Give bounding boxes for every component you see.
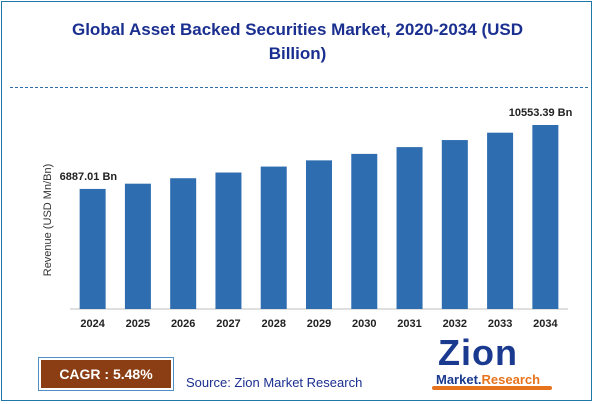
bar-2029 — [306, 160, 332, 309]
logo-word: Zion — [438, 332, 518, 373]
title-line-2: Billion) — [268, 44, 327, 63]
bar-2028 — [260, 166, 287, 309]
x-tick-label-2029: 2029 — [307, 318, 331, 330]
x-tick-label-2026: 2026 — [171, 318, 195, 330]
bar-2026 — [170, 178, 197, 309]
divider — [10, 87, 588, 88]
x-tick-label-2027: 2027 — [216, 318, 240, 330]
title-line-1: Global Asset Backed Securities Market, 2… — [71, 20, 524, 39]
x-tick-label-2034: 2034 — [533, 318, 558, 330]
chart-title: Global Asset Backed Securities Market, 2… — [0, 18, 595, 66]
x-tick-label-2025: 2025 — [126, 318, 150, 330]
bar-2033 — [487, 132, 514, 309]
bar-2032 — [441, 140, 468, 309]
x-tick-label-2024: 2024 — [80, 318, 105, 330]
x-tick-label-2033: 2033 — [488, 318, 512, 330]
data-label-2024: 6887.01 Bn — [60, 171, 118, 183]
bar-2025 — [124, 183, 151, 309]
x-tick-label-2032: 2032 — [443, 318, 467, 330]
x-tick-label-2028: 2028 — [261, 318, 285, 330]
logo-sub-part1: Market. — [436, 372, 482, 387]
bar-2024 — [79, 188, 106, 309]
source-text: Source: Zion Market Research — [186, 375, 363, 390]
bar-2031 — [396, 147, 423, 309]
bar-2027 — [215, 172, 242, 309]
x-tick-label-2030: 2030 — [352, 318, 376, 330]
bar-2034 — [532, 125, 559, 309]
y-axis-label: Revenue (USD Mn/Bn) — [42, 163, 54, 277]
data-label-2034: 10553.39 Bn — [509, 107, 573, 119]
logo-sub-part2: Research — [481, 372, 541, 387]
bar-2030 — [351, 153, 378, 309]
logo-swoosh — [432, 386, 552, 390]
cagr-badge: CAGR : 5.48% — [38, 357, 174, 391]
logo-subtitle: Market.Research — [436, 372, 540, 387]
x-tick-label-2031: 2031 — [397, 318, 421, 330]
cagr-label: CAGR : 5.48% — [41, 360, 171, 388]
zion-logo: Zion Market.Research — [430, 332, 560, 396]
